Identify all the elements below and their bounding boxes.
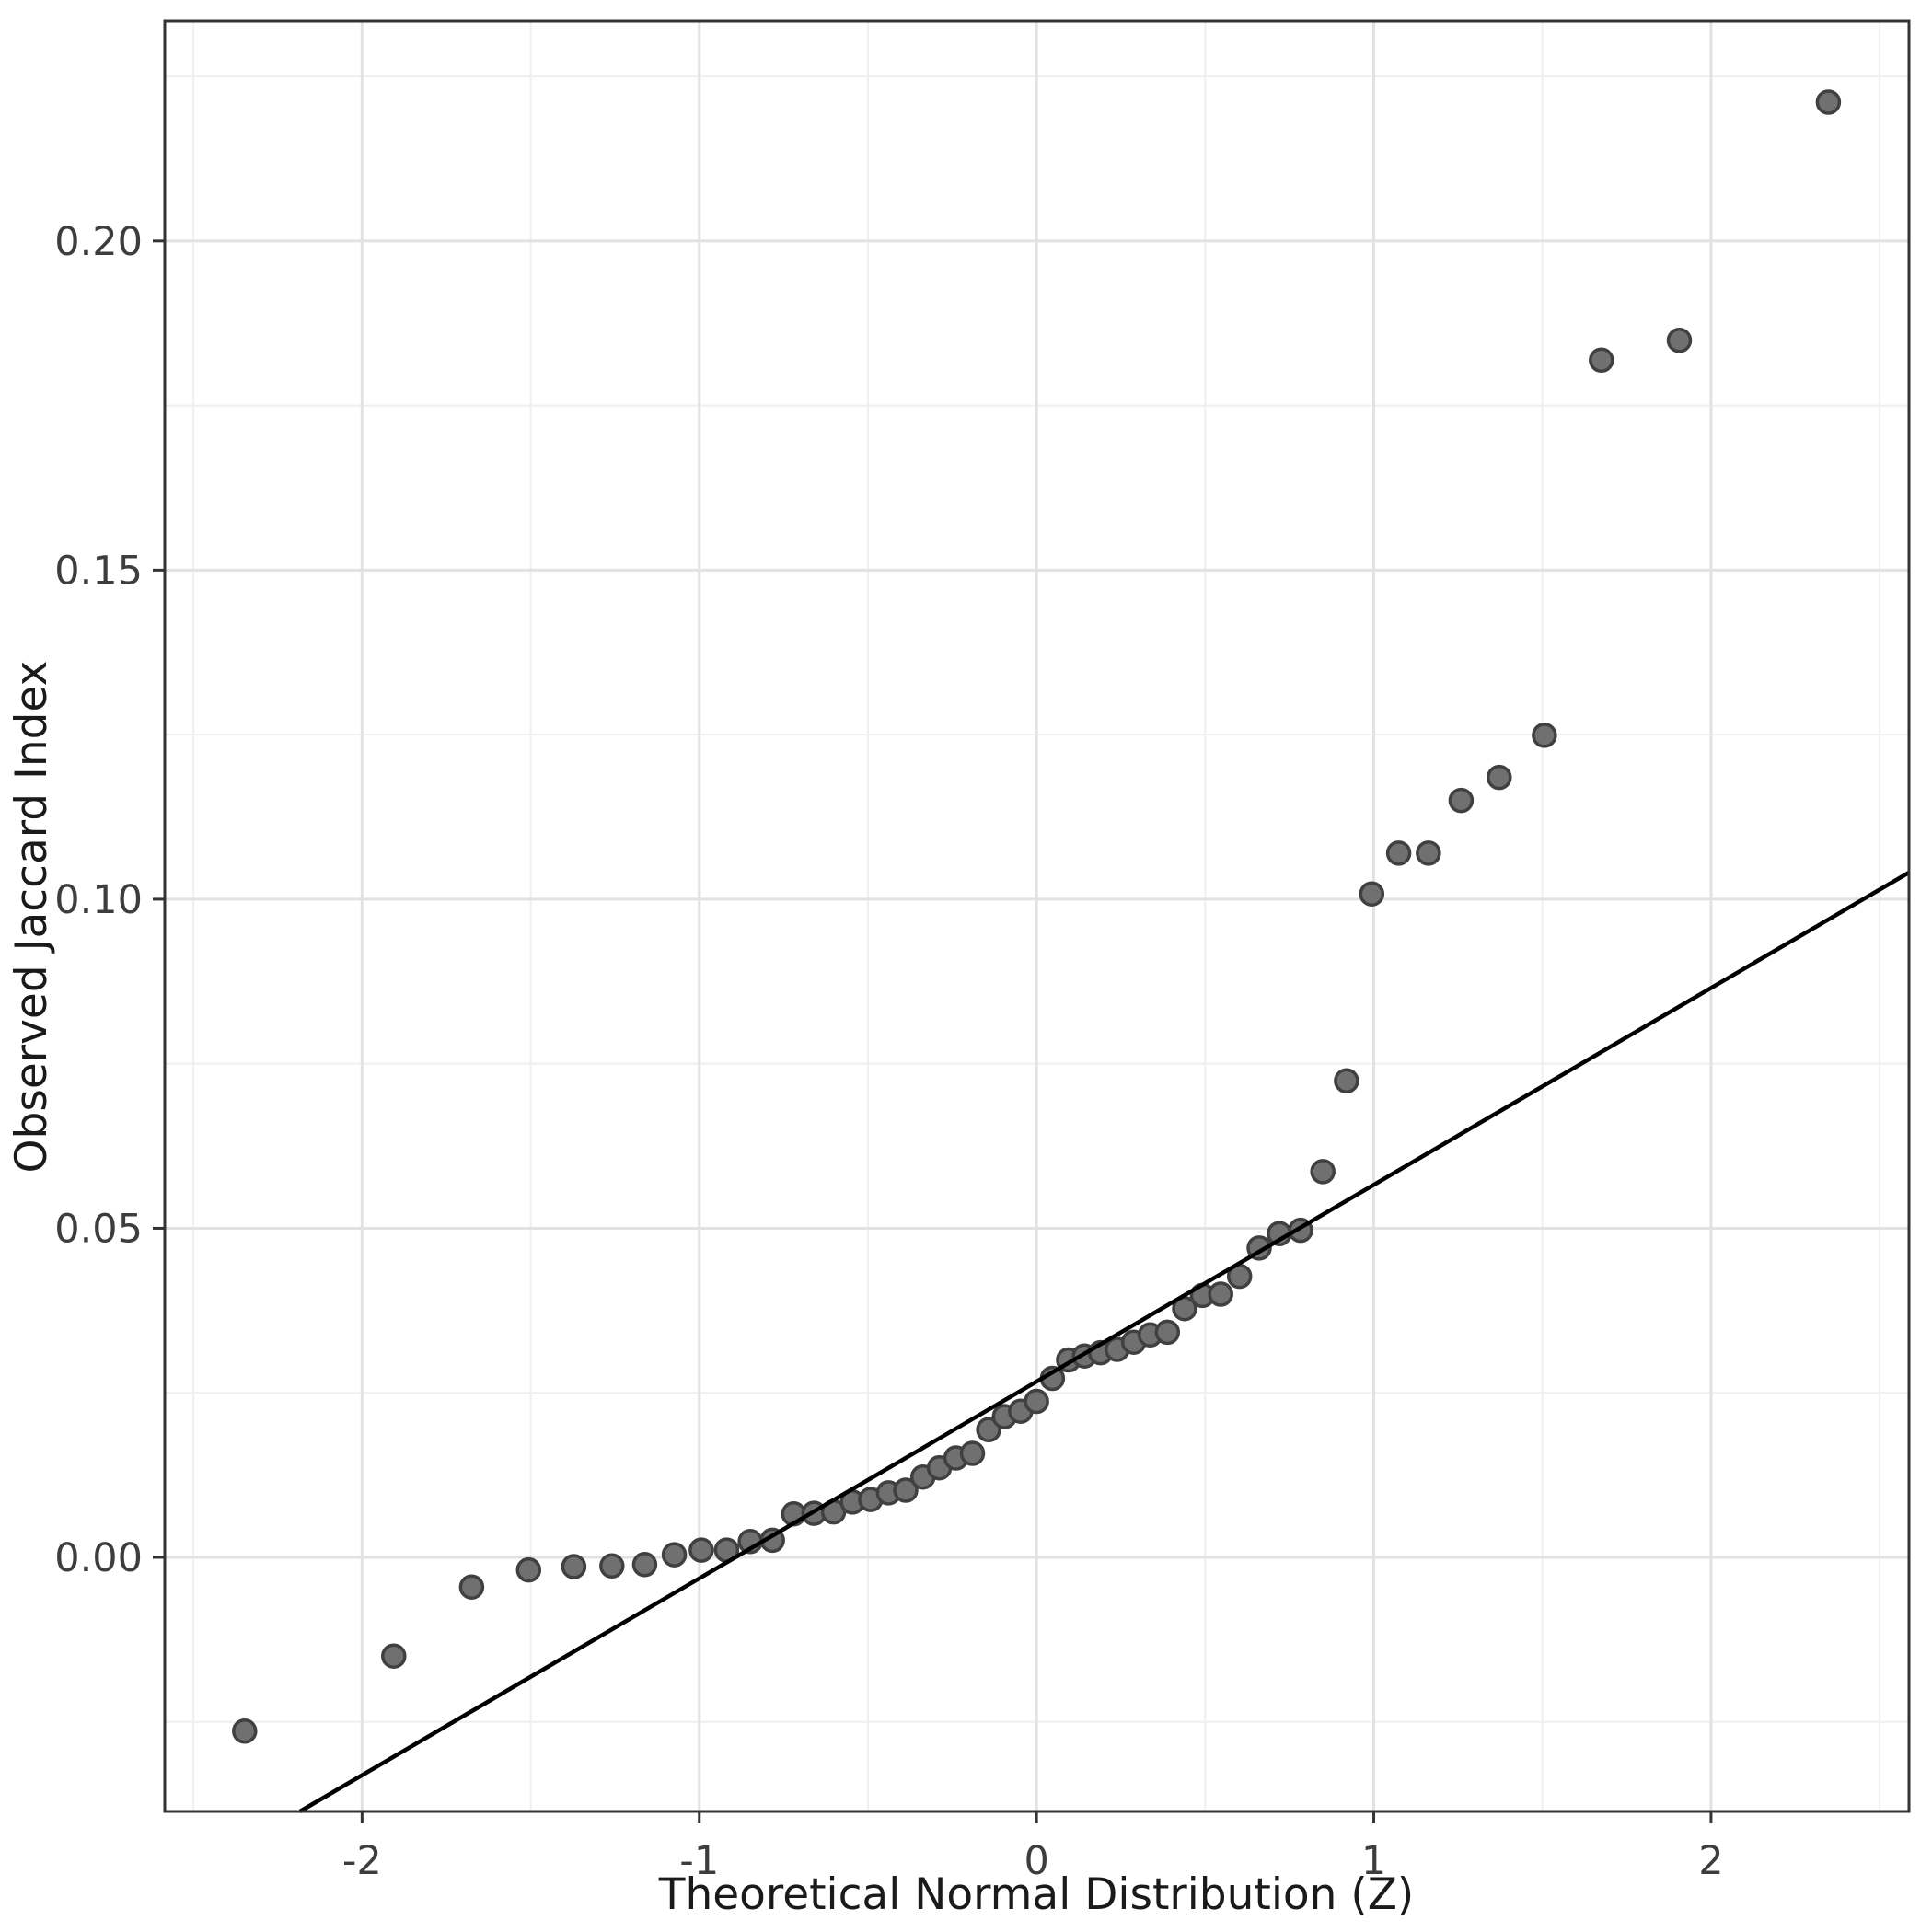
data-point bbox=[1310, 1159, 1336, 1185]
data-point bbox=[515, 1556, 542, 1583]
x-tick-label: -1 bbox=[679, 1838, 719, 1884]
data-point bbox=[1024, 1388, 1049, 1415]
y-tick-label: 0.05 bbox=[54, 1206, 143, 1252]
data-point bbox=[1487, 764, 1512, 791]
data-point bbox=[688, 1537, 714, 1563]
data-point bbox=[1416, 840, 1441, 866]
data-point bbox=[458, 1574, 485, 1600]
data-point bbox=[232, 1718, 258, 1744]
y-tick-label: 0.10 bbox=[54, 877, 143, 923]
y-axis-title: Observed Jaccard Index bbox=[6, 661, 57, 1174]
reference-line bbox=[298, 870, 1911, 1813]
data-point bbox=[1448, 787, 1475, 814]
data-point bbox=[959, 1440, 986, 1466]
data-point bbox=[1359, 881, 1385, 907]
x-tick-label: 1 bbox=[1361, 1838, 1386, 1884]
data-point bbox=[631, 1552, 658, 1578]
x-tick-label: 0 bbox=[1024, 1838, 1048, 1884]
y-tick-label: 0.20 bbox=[54, 219, 143, 265]
data-point bbox=[1154, 1319, 1181, 1346]
data-point bbox=[1532, 723, 1557, 748]
data-point bbox=[893, 1477, 919, 1503]
data-point bbox=[1589, 347, 1614, 374]
data-point bbox=[1815, 89, 1842, 115]
data-point bbox=[1334, 1068, 1359, 1094]
x-tick-label: 2 bbox=[1698, 1838, 1723, 1884]
data-point bbox=[1385, 840, 1412, 866]
x-tick-label: -2 bbox=[342, 1838, 382, 1884]
x-axis-title: Theoretical Normal Distribution (Z) bbox=[658, 1869, 1415, 1920]
y-tick-label: 0.00 bbox=[54, 1535, 143, 1581]
data-point bbox=[561, 1554, 587, 1579]
data-point bbox=[661, 1542, 688, 1568]
data-point bbox=[976, 1417, 1001, 1443]
data-point bbox=[1208, 1281, 1233, 1307]
data-point bbox=[381, 1643, 407, 1669]
data-point bbox=[599, 1553, 625, 1579]
y-tick-label: 0.15 bbox=[54, 548, 143, 594]
plot-render-root: -2 -1 0 1 2 0.00 0.05 0.10 0.15 0.20 bbox=[54, 19, 1911, 1884]
data-point bbox=[1666, 328, 1693, 353]
